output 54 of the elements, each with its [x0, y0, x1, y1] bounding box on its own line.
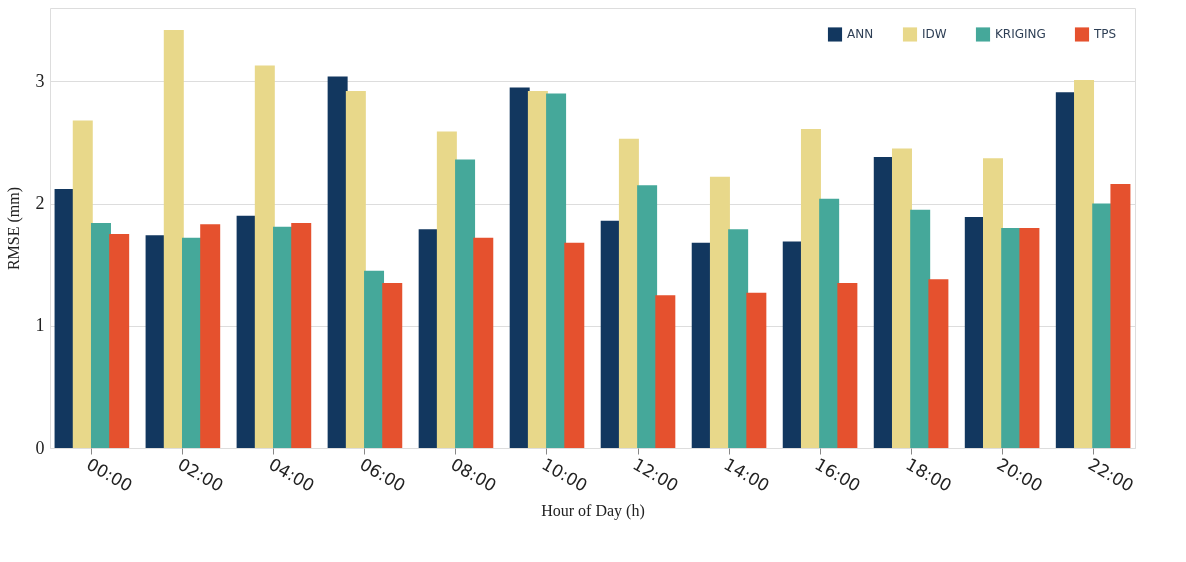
bar — [236, 215, 257, 448]
bar — [90, 223, 111, 448]
y-tick-label: 0 — [35, 437, 45, 458]
legend-label: KRIGING — [995, 27, 1046, 42]
bar — [200, 224, 221, 448]
bar — [1092, 203, 1113, 448]
y-tick-label: 2 — [35, 193, 45, 214]
bar — [983, 158, 1003, 448]
bar — [291, 223, 312, 448]
bar — [1001, 228, 1022, 448]
bar — [800, 129, 821, 448]
bar — [1074, 80, 1095, 448]
legend-label: ANN — [847, 27, 874, 42]
legend-label: TPS — [1093, 27, 1117, 42]
bar — [145, 235, 166, 448]
bar — [345, 91, 366, 448]
bar — [254, 65, 275, 448]
bar — [509, 87, 530, 448]
bar — [891, 148, 912, 448]
bar — [709, 176, 730, 448]
bar — [964, 217, 985, 448]
bar — [728, 229, 749, 448]
bar — [1055, 92, 1076, 448]
bar — [873, 157, 894, 448]
bar — [910, 209, 931, 448]
bar — [746, 292, 767, 448]
bar — [655, 295, 676, 448]
legend-label: IDW — [922, 27, 947, 42]
bar — [473, 237, 494, 448]
bar — [109, 234, 130, 448]
bar — [637, 185, 658, 448]
y-axis-title: RMSE (mm) — [4, 186, 23, 271]
y-tick-label: 1 — [35, 315, 45, 336]
bar — [182, 237, 202, 448]
bar — [436, 131, 457, 448]
bar — [163, 30, 184, 448]
bar — [327, 76, 348, 448]
bar — [564, 242, 585, 448]
bar — [928, 279, 949, 448]
bar — [455, 159, 476, 448]
bar — [1110, 184, 1131, 448]
bar — [782, 241, 803, 448]
bar — [618, 138, 639, 448]
bar — [273, 226, 294, 448]
x-axis-title: Hour of Day (h) — [541, 501, 645, 520]
bar — [837, 283, 858, 448]
bar — [819, 198, 840, 448]
bar — [527, 91, 548, 448]
y-tick-label: 3 — [35, 70, 45, 91]
bar — [546, 93, 567, 448]
bar — [72, 120, 93, 448]
bar — [382, 283, 403, 448]
bar — [1019, 228, 1040, 448]
bar — [364, 270, 385, 448]
